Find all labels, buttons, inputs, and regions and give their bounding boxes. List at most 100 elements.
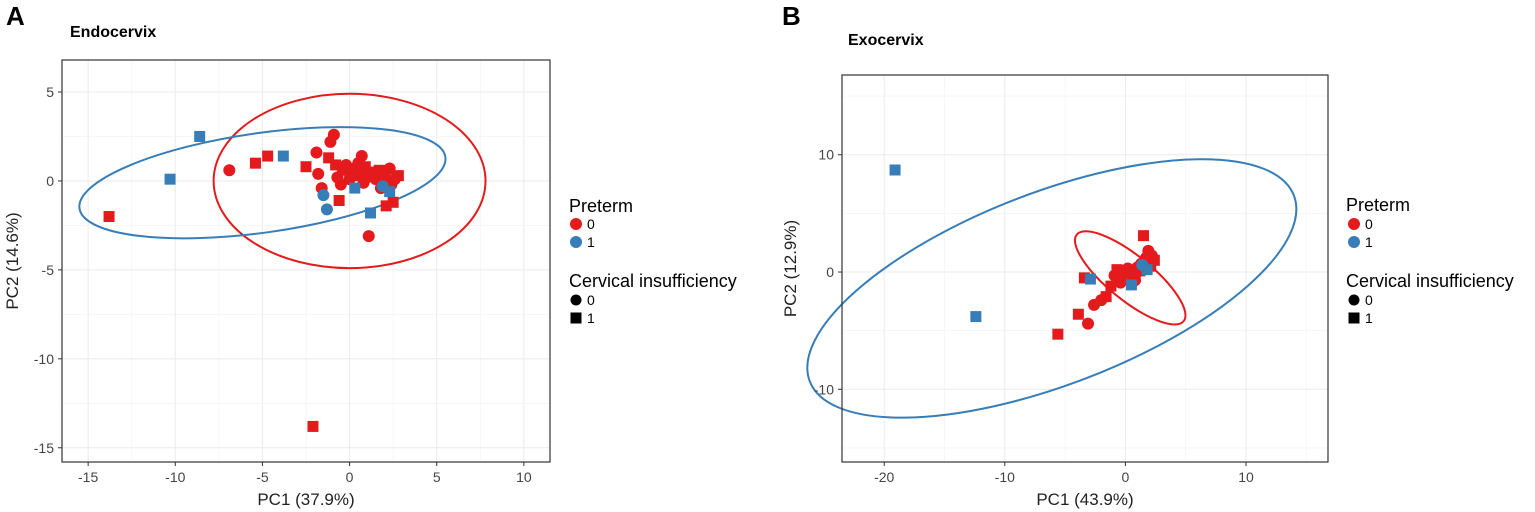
points-endocervix [103, 128, 404, 432]
data-point-square [1078, 272, 1090, 284]
data-point-square [164, 173, 176, 185]
panel-letter-b: B [782, 1, 801, 31]
panel-title-exocervix: Exocervix [848, 32, 924, 49]
data-point-square [1100, 291, 1112, 303]
y-tick-label: 10 [818, 147, 834, 163]
legend-ci-1-label: 1 [1365, 310, 1373, 326]
legend-endocervix: Preterm 0 1 Cervical insufficiency 0 1 [569, 196, 737, 326]
legend-ci-0-swatch [570, 294, 582, 306]
data-point-circle [362, 230, 375, 243]
data-point-circle [1082, 317, 1095, 330]
data-point-square [1105, 280, 1117, 292]
data-point-square [1141, 264, 1153, 276]
data-point-square [1111, 264, 1123, 276]
legend-preterm-0-swatch [1348, 218, 1360, 230]
data-point-circle [1145, 249, 1158, 262]
data-point-circle [312, 167, 325, 180]
legend-ci-1-swatch [1348, 312, 1360, 324]
data-point-circle [320, 203, 333, 216]
data-point-square [387, 196, 399, 208]
data-point-circle [1130, 267, 1143, 280]
data-point-square [333, 195, 345, 207]
data-point-square [1125, 279, 1137, 291]
data-point-square [384, 186, 396, 198]
data-point-circle [355, 150, 368, 163]
data-point-square [1052, 328, 1064, 340]
data-point-square [300, 161, 312, 173]
data-point-circle [317, 189, 330, 202]
legend-preterm-1-label: 1 [1365, 234, 1373, 250]
data-point-square [1072, 308, 1084, 320]
x-tick-label: 5 [433, 469, 441, 485]
data-point-square [307, 420, 319, 432]
confidence-ellipse-preterm-1 [78, 126, 447, 240]
y-tick-label: 0 [826, 264, 834, 280]
y-axis-title-exocervix: PC2 (12.9%) [781, 220, 800, 317]
data-point-square [364, 207, 376, 219]
legend-preterm-title: Preterm [569, 196, 633, 216]
x-axis-title-endocervix: PC1 (37.9%) [257, 490, 354, 509]
data-point-square [103, 211, 115, 223]
x-tick-label: 0 [1122, 469, 1130, 485]
data-point-square [354, 170, 366, 182]
data-point-circle [383, 162, 396, 175]
x-tick-label: 10 [516, 469, 532, 485]
legend-preterm-0-label: 0 [587, 216, 595, 232]
data-point-square [970, 311, 982, 323]
data-point-square [337, 164, 349, 176]
data-point-circle [334, 178, 347, 191]
x-tick-label: -20 [874, 469, 894, 485]
data-point-square [1137, 230, 1149, 242]
y-tick-label: -10 [814, 381, 834, 397]
y-tick-label: 5 [46, 84, 54, 100]
y-tick-label: -5 [42, 262, 55, 278]
data-point-square [349, 182, 361, 194]
data-point-square [277, 150, 289, 162]
panel-letter-a: A [6, 1, 25, 31]
legend-ci-title: Cervical insufficiency [1346, 271, 1514, 291]
y-tick-label: -15 [34, 440, 54, 456]
data-point-circle [223, 164, 236, 177]
ellipses-endocervix [78, 92, 487, 270]
legend-preterm-0-label: 0 [1365, 216, 1373, 232]
data-point-square [380, 200, 392, 212]
confidence-ellipse-preterm-1 [806, 158, 1298, 419]
x-tick-label: 0 [346, 469, 354, 485]
x-tick-label: -15 [78, 469, 98, 485]
data-point-circle [310, 146, 323, 159]
x-tick-label: -10 [995, 469, 1015, 485]
legend-preterm-1-label: 1 [587, 234, 595, 250]
data-point-square [889, 164, 901, 176]
confidence-ellipse-preterm-0 [212, 92, 487, 270]
panel-title-endocervix: Endocervix [70, 24, 156, 41]
y-tick-label: 0 [46, 173, 54, 189]
legend-ci-0-swatch [1348, 294, 1360, 306]
plot-frame-endocervix [61, 59, 551, 463]
legend-ci-title: Cervical insufficiency [569, 271, 737, 291]
legend-ci-0-label: 0 [587, 292, 595, 308]
data-point-square [194, 130, 206, 142]
data-point-square [392, 170, 404, 182]
data-point-square [373, 164, 385, 176]
ticks-endocervix: -15 -10 -5 0 5 10 5 0 -5 -10 -15 [34, 84, 532, 485]
points-exocervix [889, 164, 1160, 340]
legend-preterm-title: Preterm [1346, 195, 1410, 215]
legend-preterm-1-swatch [1348, 236, 1360, 248]
ellipses-exocervix [806, 158, 1298, 419]
data-point-square [323, 152, 335, 164]
plot-frame-exocervix [841, 74, 1329, 463]
legend-ci-1-label: 1 [587, 310, 595, 326]
grid-endocervix [62, 60, 550, 462]
legend-ci-0-label: 0 [1365, 292, 1373, 308]
legend-preterm-0-swatch [570, 218, 582, 230]
grid-exocervix [842, 75, 1328, 462]
panel-endocervix: A Endocervix -15 -10 -5 0 5 10 5 0 -5 -10 -15 PC1 … [3, 1, 551, 509]
data-point-circle [327, 128, 340, 141]
y-tick-label: -10 [34, 351, 54, 367]
data-point-square [249, 157, 261, 169]
x-tick-label: -10 [165, 469, 185, 485]
ticks-exocervix: -20 -10 0 10 10 0 -10 [814, 147, 1254, 485]
data-point-square [1084, 273, 1096, 285]
